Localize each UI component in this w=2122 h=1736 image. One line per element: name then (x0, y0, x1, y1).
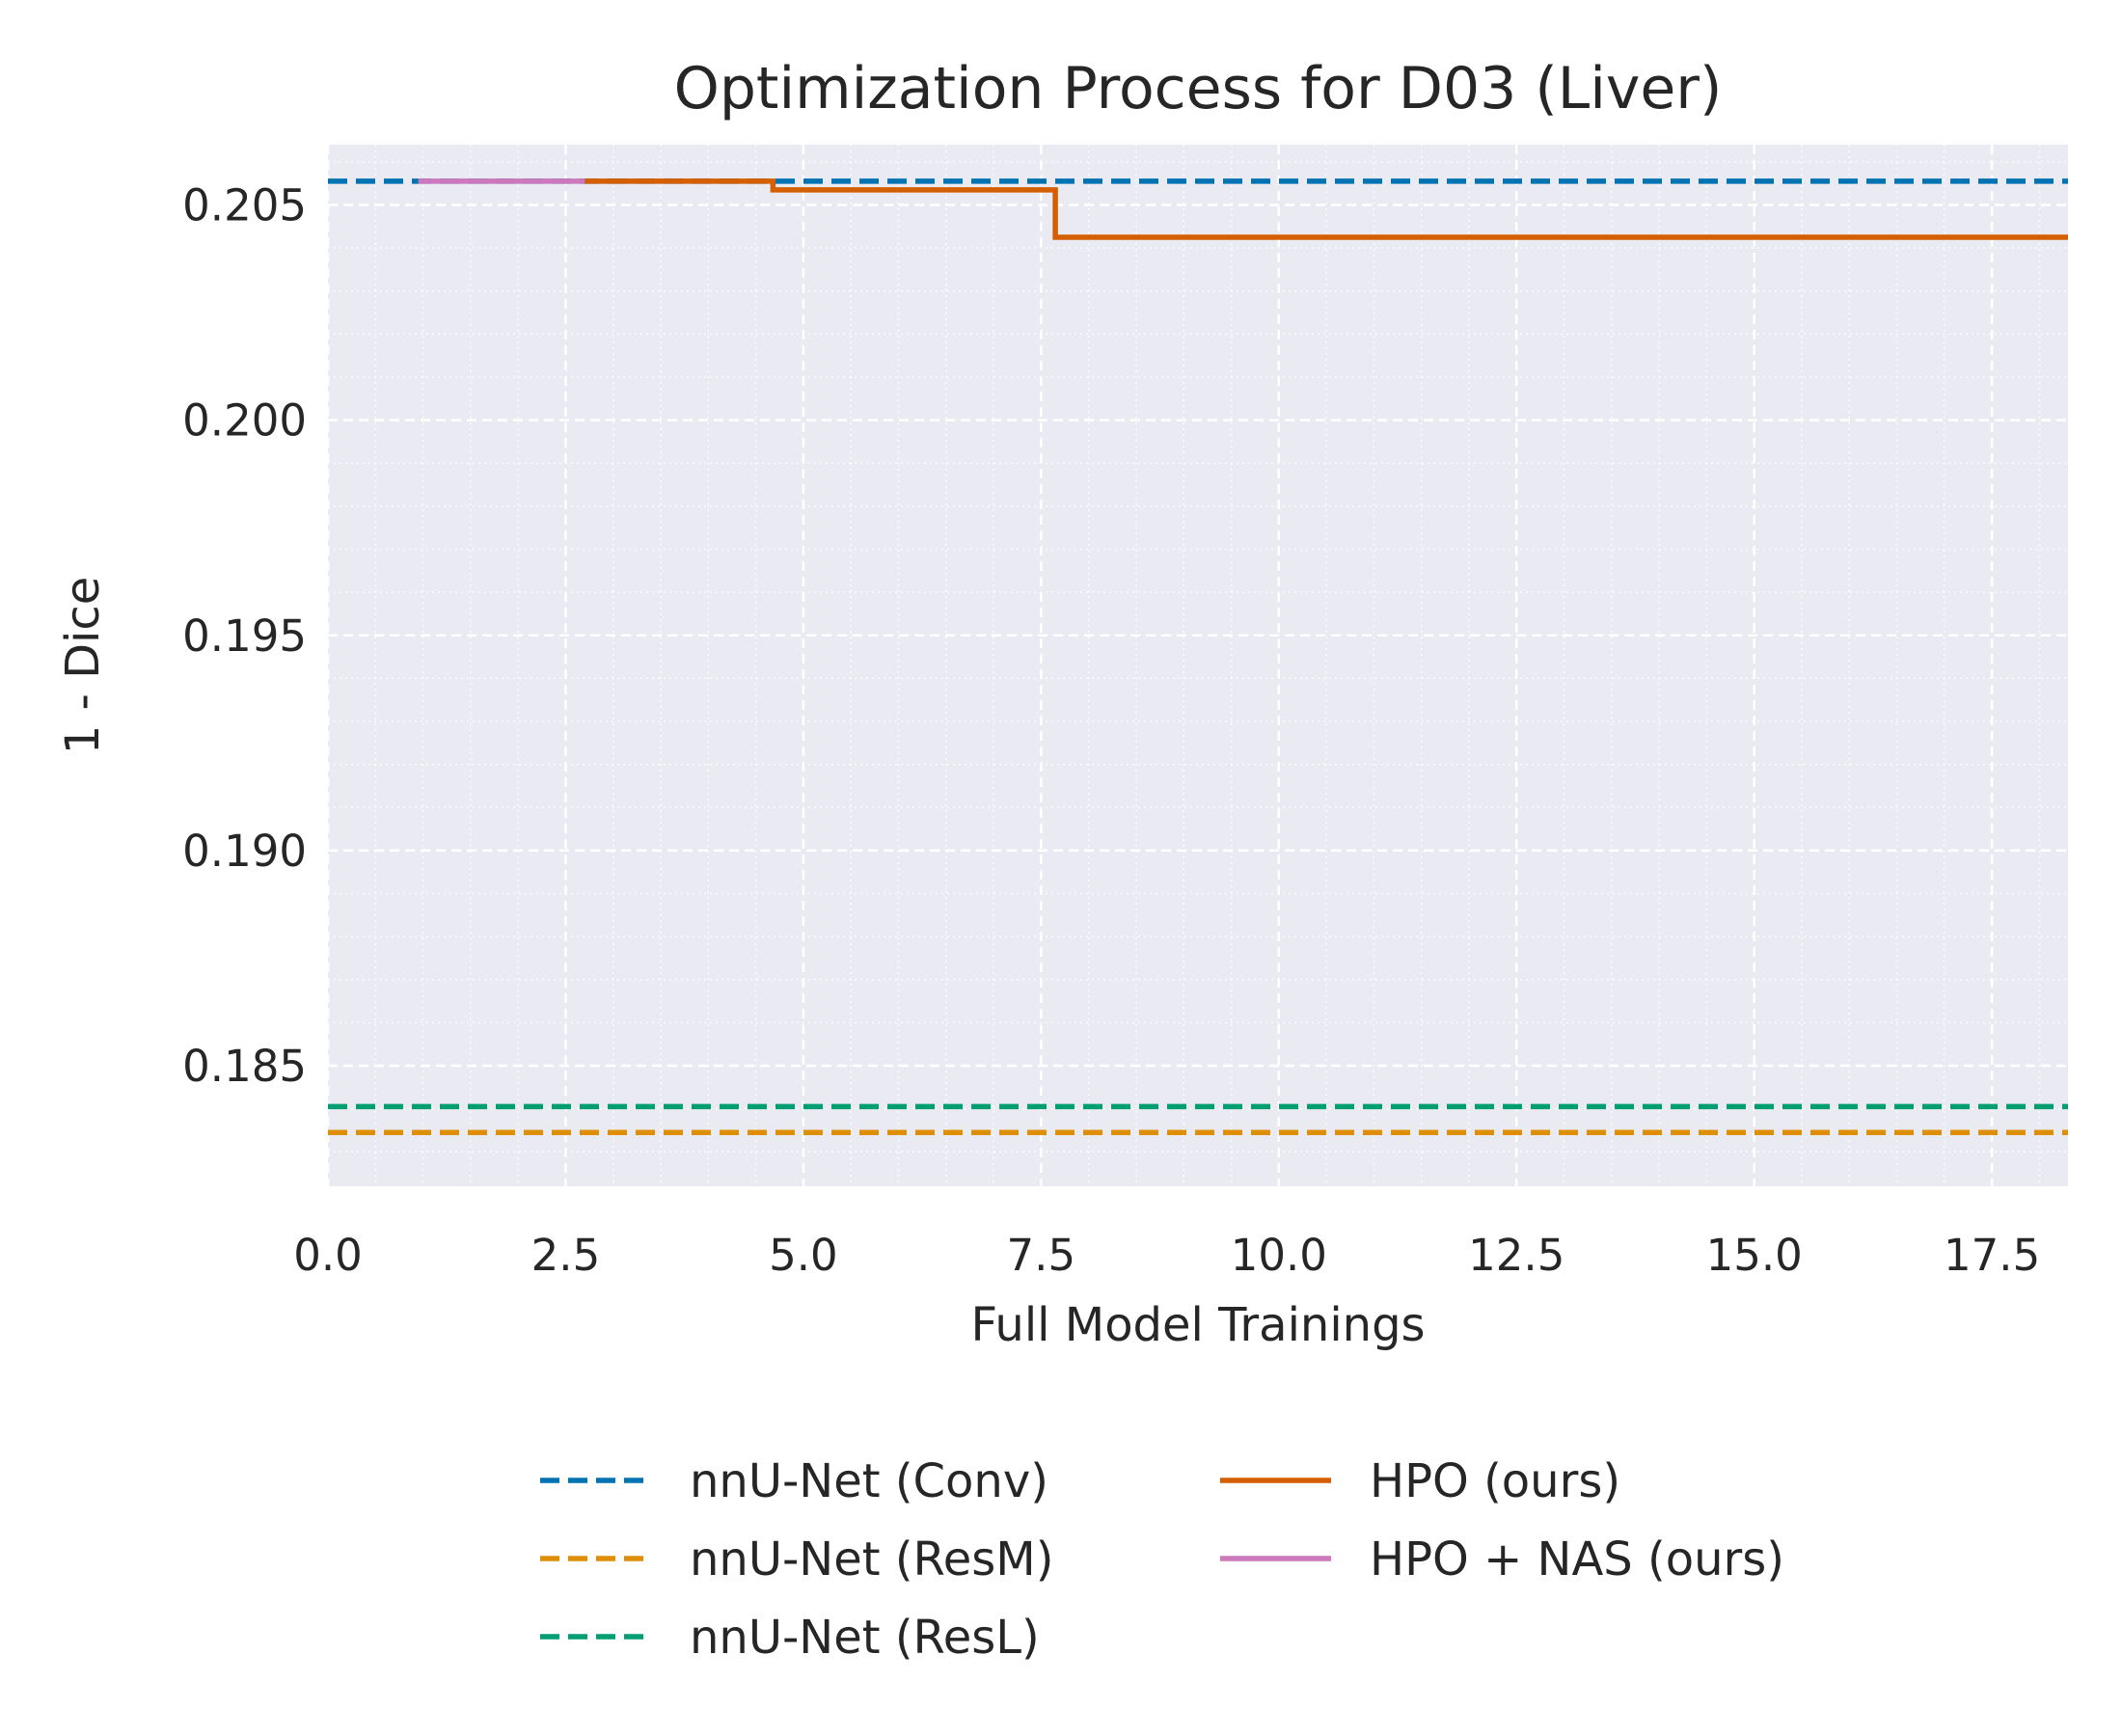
major-grid (326, 145, 2068, 1186)
x-tick-label: 17.5 (1944, 1230, 2040, 1281)
legend-entry: nnU-Net (ResM) (690, 1533, 1053, 1587)
legend: nnU-Net (Conv) nnU-Net (ResM) nnU-Net (Res… (540, 1454, 1784, 1665)
y-tick-label: 0.190 (182, 826, 307, 877)
x-tick-labels: 0.0 2.5 5.0 7.5 10.0 12.5 15.0 17.5 (293, 1230, 2040, 1281)
legend-entry: HPO + NAS (ours) (1370, 1533, 1784, 1587)
x-tick-label: 7.5 (1007, 1230, 1076, 1281)
x-tick-label: 0.0 (293, 1230, 363, 1281)
x-tick-label: 15.0 (1706, 1230, 1803, 1281)
legend-entry: HPO (ours) (1370, 1454, 1620, 1508)
y-tick-label: 0.205 (182, 179, 307, 231)
x-tick-label: 2.5 (531, 1230, 601, 1281)
x-axis-label: Full Model Trainings (970, 1298, 1425, 1352)
y-tick-label: 0.195 (182, 610, 307, 662)
x-tick-label: 5.0 (769, 1230, 838, 1281)
x-tick-label: 10.0 (1231, 1230, 1327, 1281)
y-tick-labels: 0.185 0.190 0.195 0.200 0.205 (182, 179, 307, 1092)
minor-grid (328, 145, 2068, 1186)
legend-entry: nnU-Net (ResL) (690, 1611, 1040, 1665)
y-tick-label: 0.200 (182, 395, 307, 447)
plot-area (328, 145, 2068, 1186)
x-tick-label: 12.5 (1468, 1230, 1564, 1281)
y-tick-label: 0.185 (182, 1041, 307, 1092)
series-layer (328, 178, 2068, 1135)
chart-title: Optimization Process for D03 (Liver) (674, 55, 1723, 122)
series-line (585, 178, 2068, 240)
legend-entry: nnU-Net (Conv) (690, 1454, 1048, 1508)
y-axis-label: 1 - Dice (56, 577, 110, 755)
